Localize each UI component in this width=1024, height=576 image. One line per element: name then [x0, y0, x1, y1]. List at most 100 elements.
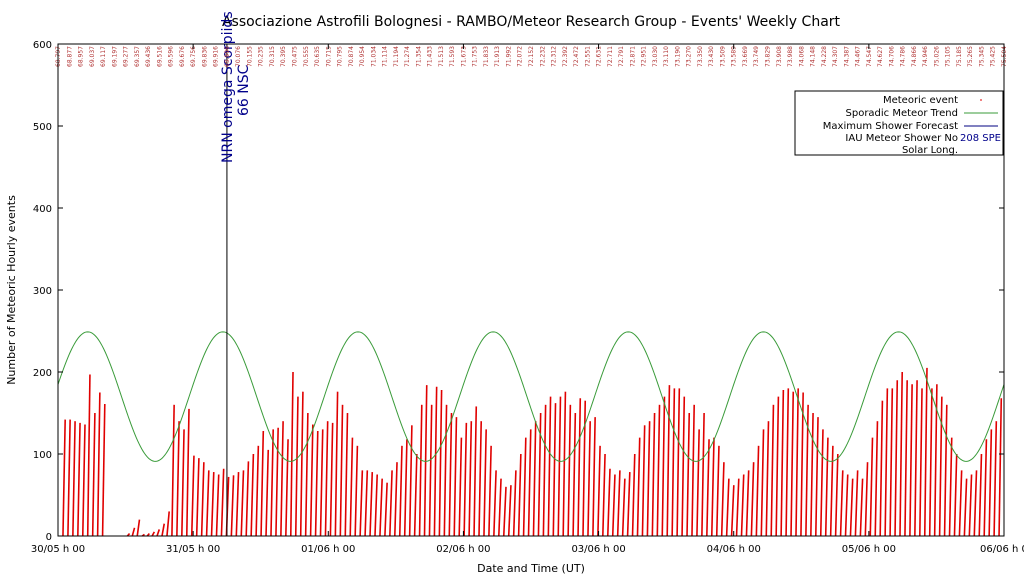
hourly-bar [493, 470, 497, 537]
hourly-bar [498, 478, 502, 537]
hourly-bar [72, 421, 76, 537]
solar-longitude-label: 72.312 [551, 46, 558, 67]
hourly-bar [641, 425, 646, 537]
solar-longitude-label: 72.631 [596, 46, 603, 67]
hourly-bar [666, 385, 671, 537]
solar-longitude-label: 73.589 [731, 46, 738, 67]
solar-longitude-label: 75.026 [933, 46, 940, 67]
hourly-bar [389, 470, 393, 537]
hourly-bar [181, 429, 185, 537]
solar-longitude-label: 70.874 [348, 46, 355, 67]
solar-longitude-label: 69.676 [179, 46, 186, 67]
hourly-bar [884, 388, 889, 537]
x-tick-label: 01/06 h 00 [301, 544, 355, 555]
hourly-bar [393, 462, 398, 537]
hourly-bar [77, 422, 81, 537]
hourly-bar [299, 391, 304, 537]
hourly-bar [176, 421, 180, 537]
solar-longitude-label: 73.430 [708, 46, 715, 67]
y-tick-label: 0 [46, 532, 52, 543]
hourly-bar [517, 453, 522, 537]
solar-longitude-label: 72.551 [584, 46, 591, 67]
hourly-bar [958, 470, 963, 537]
hourly-bar [829, 445, 834, 537]
hourly-bar [522, 437, 527, 537]
hourly-bar [973, 470, 978, 537]
solar-longitude-label: 74.387 [843, 46, 850, 67]
solar-longitude-label: 74.706 [888, 46, 895, 67]
x-axis: 30/05 h 00 31/05 h 00 01/06 h 00 02/06 h 00… [31, 44, 1024, 555]
hourly-bar [448, 412, 453, 537]
hourly-bar [433, 386, 438, 537]
hourly-bar [185, 408, 190, 537]
hourly-bar [255, 445, 260, 537]
hourly-bar [998, 398, 1003, 537]
hourly-bar [334, 391, 339, 537]
hourly-bar [819, 429, 824, 537]
hourly-bar [374, 474, 379, 537]
hourly-bar [136, 519, 141, 537]
y-tick-label: 400 [33, 204, 52, 215]
hourly-bar [943, 404, 948, 537]
solar-longitude-label: 72.472 [573, 46, 580, 67]
hourly-bar [824, 437, 829, 537]
hourly-bar [923, 367, 928, 537]
solar-longitude-label: 72.791 [618, 46, 625, 67]
x-tick-label: 02/06 h 00 [436, 544, 490, 555]
hourly-bar [195, 458, 200, 537]
hourly-bars [62, 367, 1003, 537]
solar-longitude-label: 69.756 [190, 46, 197, 67]
hourly-bar [582, 400, 587, 537]
hourly-bar [899, 371, 904, 537]
hourly-bar [423, 385, 428, 537]
hourly-bar [418, 404, 423, 537]
solar-longitude-labels: 68.797 68.877 68.957 69.037 69.117 69.197 69.2… [55, 46, 1008, 67]
hourly-bar [131, 527, 136, 537]
hourly-bar [928, 388, 933, 537]
solar-longitude-label: 73.669 [742, 46, 749, 67]
x-tick-label: 04/06 h 00 [707, 544, 761, 555]
hourly-bar [681, 396, 686, 537]
solar-longitude-label: 71.034 [370, 46, 377, 67]
hourly-bar [562, 391, 567, 537]
hourly-bar [265, 449, 270, 537]
hourly-bar [785, 388, 790, 537]
solar-longitude-label: 74.627 [877, 46, 884, 67]
solar-longitude-label: 70.155 [246, 46, 253, 67]
hourly-bar [775, 396, 780, 537]
legend-box [794, 90, 1004, 156]
solar-longitude-label: 75.425 [990, 46, 997, 67]
x-tick-label: 30/05 h 00 [31, 544, 85, 555]
hourly-bar [285, 439, 289, 537]
hourly-bar [750, 462, 755, 537]
hourly-bar [993, 421, 998, 537]
hourly-bar [171, 404, 175, 537]
hourly-bar [810, 412, 814, 537]
solar-longitude-label: 71.274 [404, 46, 411, 67]
solar-longitude-label: 74.866 [911, 46, 918, 67]
hourly-bar [67, 419, 71, 537]
hourly-bar [953, 453, 958, 537]
solar-longitude-label: 72.951 [641, 46, 648, 67]
y-tick-label: 100 [33, 450, 52, 461]
solar-longitude-label: 73.988 [787, 46, 794, 67]
hourly-bar [671, 388, 676, 537]
solar-longitude-label: 75.105 [945, 46, 952, 67]
hourly-bar [914, 380, 918, 537]
x-tick-label: 31/05 h 00 [166, 544, 220, 555]
hourly-bar [988, 429, 993, 537]
hourly-bar [428, 404, 433, 537]
hourly-bar [661, 396, 666, 537]
hourly-bar [948, 437, 953, 537]
hourly-bar [963, 478, 968, 537]
hourly-bar [854, 470, 859, 537]
y-tick-label: 300 [33, 286, 52, 297]
hourly-bar [81, 424, 86, 537]
legend-meteoric-event: Meteoric event [883, 95, 958, 106]
hourly-bar [701, 412, 705, 537]
hourly-bar [715, 445, 720, 537]
solar-longitude-label: 73.030 [652, 46, 659, 67]
y-axis: 0 100 200 300 400 500 600 [33, 40, 1004, 543]
hourly-bar [329, 422, 334, 537]
hourly-bar [859, 478, 864, 537]
